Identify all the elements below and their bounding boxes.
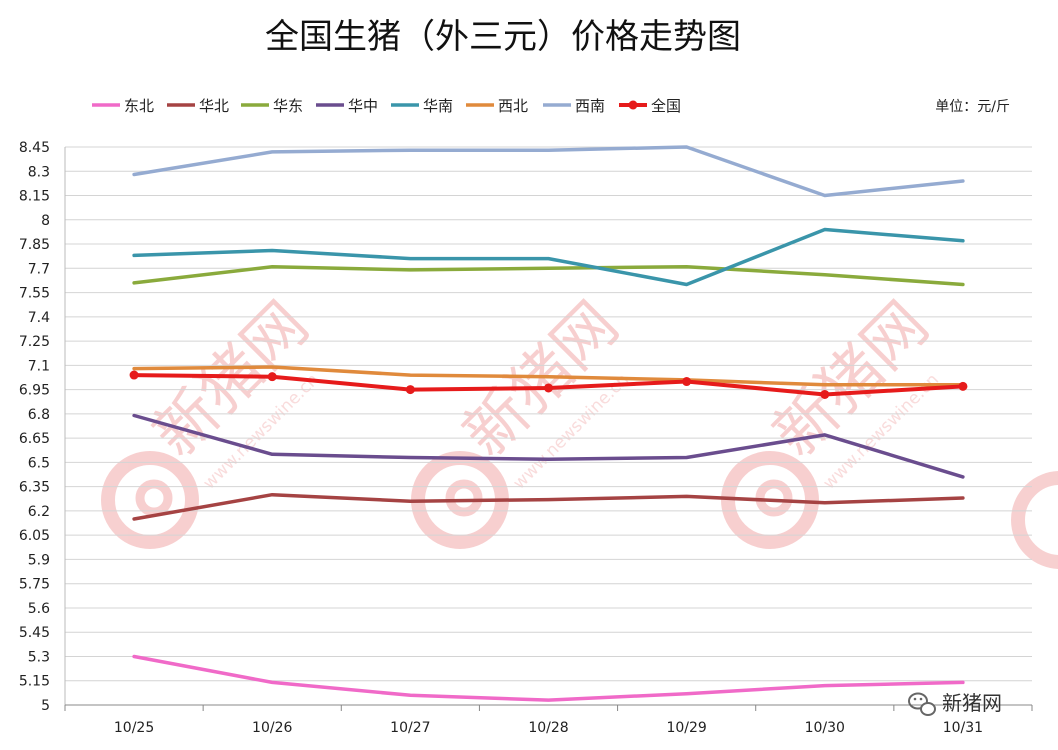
y-tick-label: 5.6 [28,601,50,617]
series-point [405,385,415,395]
series-point [267,372,277,382]
series-point [544,383,553,393]
legend-label: 华中 [348,97,378,115]
series-line [132,413,965,479]
series-point [958,381,968,391]
watermark-edge [1011,471,1058,569]
y-tick-label: 6.2 [28,504,50,520]
x-axis-ticks: 10/25 10/26 10/27 10/28 10/29 10/30 10/31 [64,705,1033,736]
series-line [132,145,965,198]
x-tick-label: 10/31 [943,720,983,736]
legend-item: 华东 [241,97,303,115]
legend-item: 东北 [92,97,154,115]
y-tick-label: 6.95 [19,383,50,399]
y-tick-label: 5.45 [19,625,50,641]
legend-item: 华南 [391,97,453,115]
y-tick-label: 8 [41,213,50,229]
series-line [132,227,965,287]
legend-item: 华中 [316,97,378,115]
legend-item: 西南 [543,97,605,115]
y-tick-label: 7.4 [28,310,50,326]
x-tick-label: 10/30 [805,720,845,736]
legend-label: 东北 [124,97,154,115]
x-tick-label: 10/28 [528,720,568,736]
legend-label: 华北 [199,97,229,115]
series-line [132,264,965,287]
y-tick-label: 5.3 [28,649,50,665]
legend-label: 全国 [651,97,681,115]
x-tick-label: 10/29 [666,720,706,736]
y-tick-label: 5 [41,698,50,714]
brand-logo: 新猪网 [908,691,1002,716]
y-tick-label: 8.15 [19,189,50,205]
series-line [132,492,965,521]
y-tick-label: 6.35 [19,480,50,496]
chart-legend: 东北 华北 华东 华中 华南 西北 西南 全国 [92,97,681,115]
y-tick-label: 7.25 [19,334,50,350]
y-tick-label: 8.3 [28,164,50,180]
legend-item: 西北 [466,97,528,115]
legend-item: 全国 [619,97,681,115]
y-tick-label: 7.1 [28,358,50,374]
series-point [129,370,139,380]
y-tick-label: 5.75 [19,577,50,593]
y-tick-label: 7.55 [19,286,50,302]
legend-label: 华南 [423,97,453,115]
x-tick-label: 10/26 [252,720,292,736]
legend-label: 西南 [575,97,605,115]
logo-text: 新猪网 [942,691,1002,715]
series-point [820,389,830,399]
y-tick-label: 5.9 [28,552,50,568]
y-tick-label: 6.5 [28,455,50,471]
y-tick-label: 5.15 [19,674,50,690]
legend-marker [628,100,638,110]
wechat-icon [908,692,936,716]
x-tick-label: 10/25 [114,720,154,736]
y-gridlines [64,146,1032,706]
series-line [132,365,965,387]
legend-item: 华北 [167,97,229,115]
series-point [682,377,692,387]
y-tick-label: 6.65 [19,431,50,447]
chart-title: 全国生猪（外三元）价格走势图 [265,17,741,57]
x-tick-label: 10/27 [390,720,430,736]
y-tick-label: 7.85 [19,237,50,253]
legend-label: 西北 [498,97,528,115]
legend-label: 华东 [273,97,303,115]
y-tick-label: 6.8 [28,407,50,423]
y-tick-label: 7.7 [28,261,50,277]
y-axis-ticks: 8.45 8.3 8.15 8 7.85 7.7 7.55 7.4 7.25 7.1 6.95 6.8… [19,140,50,714]
y-tick-label: 8.45 [19,140,50,156]
y-tick-label: 6.05 [19,528,50,544]
series-line [132,654,965,702]
unit-label: 单位：元/斤 [935,99,1010,115]
series-lines [129,145,968,702]
